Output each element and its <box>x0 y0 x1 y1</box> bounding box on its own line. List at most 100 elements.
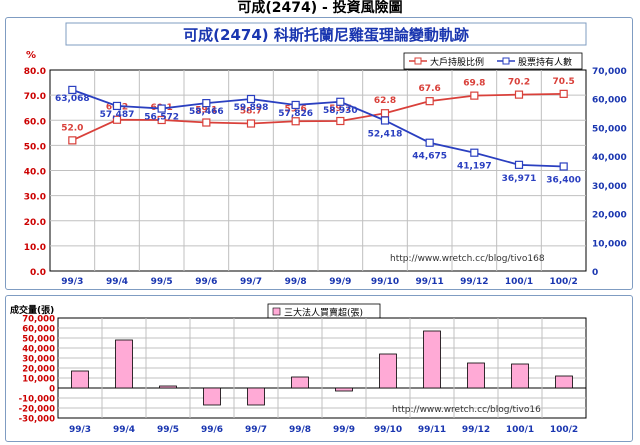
data-point <box>425 97 434 106</box>
x-tick-label: 99/7 <box>245 425 267 435</box>
data-point <box>112 115 122 124</box>
x-tick-label: 99/7 <box>240 277 262 287</box>
bar <box>203 387 221 406</box>
data-label: 57,826 <box>278 109 313 119</box>
y-right-tick-label: 30,000 <box>592 182 627 192</box>
x-tick-label: 99/3 <box>61 277 83 287</box>
y-tick-label: 40,000 <box>22 345 55 355</box>
y-left-tick-label: 30.0 <box>24 193 46 203</box>
data-point <box>291 100 300 110</box>
data-point <box>559 89 568 98</box>
data-point <box>202 99 211 108</box>
data-point <box>425 138 434 147</box>
page-title: 可成(2474) - 投資風險圖 <box>237 0 403 16</box>
y-right-tick-label: 50,000 <box>592 124 627 134</box>
x-tick-label: 99/3 <box>69 425 91 435</box>
bar <box>115 339 133 389</box>
x-tick-label: 99/6 <box>195 277 217 287</box>
x-tick-label: 99/9 <box>333 425 355 435</box>
data-label: 58.7 <box>240 107 262 117</box>
data-label: 59.6 <box>285 104 307 114</box>
y-right-tick-label: 70,000 <box>592 67 627 77</box>
y-left-tick-label: 20.0 <box>24 218 46 228</box>
x-tick-label: 99/11 <box>415 277 443 287</box>
chart-title-box <box>65 22 587 46</box>
y-tick-label: 30,000 <box>22 355 55 365</box>
bar <box>467 362 485 389</box>
y-right-tick-label: 20,000 <box>592 211 627 221</box>
bar <box>423 330 441 389</box>
x-tick-label: 99/4 <box>113 425 135 435</box>
y-left-tick-label: 70.0 <box>24 92 46 102</box>
chart-watermark: http://www.wretch.cc/blog/tivo168 <box>390 254 545 264</box>
y-tick-label: 0 <box>49 385 55 395</box>
chart-title: 可成(2474) 科斯托蘭尼雞蛋理論變動軌跡 <box>183 26 469 44</box>
x-tick-label: 99/4 <box>106 277 128 287</box>
bar <box>335 387 353 392</box>
x-tick-label: 99/10 <box>374 425 402 435</box>
x-tick-label: 99/12 <box>462 425 490 435</box>
data-label: 63,068 <box>55 94 90 104</box>
y-tick-label: 60,000 <box>22 325 55 335</box>
y-tick-label: 20,000 <box>22 365 55 375</box>
x-tick-label: 99/11 <box>418 425 446 435</box>
data-label: 59,898 <box>234 103 269 113</box>
x-tick-label: 99/9 <box>329 277 351 287</box>
data-point <box>112 101 122 111</box>
data-point <box>157 115 166 125</box>
bar <box>159 385 177 389</box>
y-axis-label: 成交量(張) <box>10 304 54 316</box>
y-tick-label: -20,000 <box>19 405 55 415</box>
data-point <box>514 160 524 169</box>
y-tick-label: -30,000 <box>19 415 55 425</box>
data-label: 44,675 <box>412 152 447 162</box>
bar-chart-panel: 成交量(張) 三大法人買賣超(張) -30,000 -20,000 -10,000 0 10… <box>5 295 633 442</box>
data-label: 67.6 <box>419 84 441 94</box>
y-right-tick-label: 10,000 <box>592 239 627 249</box>
x-tick-label: 99/12 <box>460 277 488 287</box>
data-point <box>559 162 568 171</box>
data-point <box>470 148 479 157</box>
data-label: 59.7 <box>329 104 351 114</box>
legend-label: 大戶持股比例 <box>430 56 484 68</box>
bar <box>379 353 397 389</box>
data-point <box>291 117 300 126</box>
legend-marker <box>414 57 422 65</box>
data-label: 52.0 <box>61 123 83 133</box>
data-label: 56,572 <box>144 113 179 123</box>
x-tick-label: 99/5 <box>157 425 179 435</box>
data-point <box>202 118 211 127</box>
data-label: 70.2 <box>508 78 530 88</box>
legend-box <box>403 52 583 70</box>
y-tick-label: 50,000 <box>22 335 55 345</box>
data-point <box>68 136 77 145</box>
data-label: 70.5 <box>553 77 575 87</box>
series-line-major-holder-ratio <box>71 92 564 142</box>
data-label: 58,466 <box>189 107 224 117</box>
x-tick-label: 99/8 <box>285 277 307 287</box>
y-left-tick-label: 50.0 <box>24 142 46 152</box>
y-left-tick-label: 10.0 <box>24 243 46 253</box>
line-chart-panel: 可成(2474) 科斯托蘭尼雞蛋理論變動軌跡% 0.0 10.0 20.0 30.0 40… <box>5 17 633 290</box>
bar <box>247 387 265 406</box>
data-point <box>336 97 345 106</box>
chart-watermark: http://www.wretch.cc/blog/tivo16 <box>392 405 541 415</box>
legend-marker <box>502 57 510 65</box>
y-tick-label: 70,000 <box>22 315 55 325</box>
line-chart: 可成(2474) 科斯托蘭尼雞蛋理論變動軌跡% 0.0 10.0 20.0 30.0 40… <box>24 22 627 287</box>
data-label: 58,930 <box>323 106 358 116</box>
data-label: 52,418 <box>368 129 403 139</box>
x-tick-label: 99/10 <box>371 277 399 287</box>
x-tick-label: 100/2 <box>550 425 578 435</box>
bar <box>511 363 529 389</box>
data-point <box>336 116 345 126</box>
x-tick-label: 99/5 <box>151 277 173 287</box>
data-label: 57,487 <box>100 110 135 120</box>
data-point <box>246 94 256 104</box>
x-tick-label: 99/8 <box>289 425 311 435</box>
data-point <box>157 104 166 113</box>
legend-swatch <box>272 307 281 316</box>
data-label: 69.8 <box>463 79 485 89</box>
series-line-shareholder-count <box>72 89 564 168</box>
bar <box>555 375 573 389</box>
